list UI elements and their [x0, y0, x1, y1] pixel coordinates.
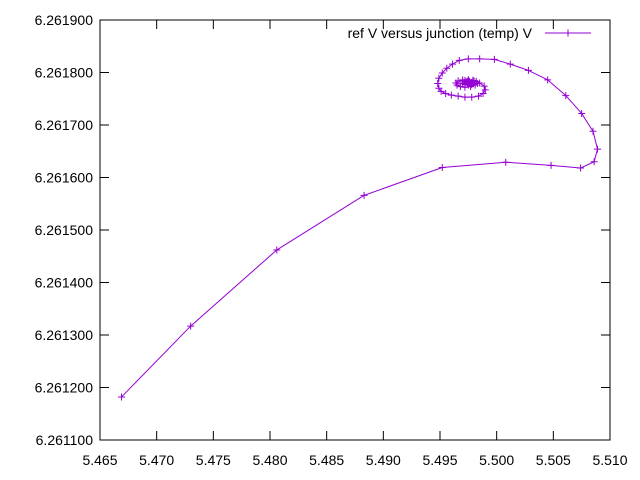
axis-ticks	[99, 19, 611, 441]
data-point	[464, 55, 472, 63]
series-layer	[118, 55, 602, 401]
data-point	[468, 93, 476, 101]
data-point	[547, 161, 555, 169]
data-point	[544, 76, 552, 84]
data-point	[443, 64, 451, 72]
x-tick-label: 5.480	[252, 452, 287, 468]
series-line	[121, 58, 599, 398]
data-point	[479, 90, 487, 97]
x-tick-label: 5.470	[139, 452, 174, 468]
data-point	[454, 92, 462, 100]
plot-frame	[99, 19, 611, 441]
data-point	[437, 87, 445, 95]
y-tick-label: 6.261300	[35, 327, 94, 343]
data-point	[506, 60, 514, 68]
x-tick-label: 5.505	[536, 452, 571, 468]
data-point	[434, 80, 442, 88]
data-point	[594, 145, 602, 153]
data-point	[438, 164, 446, 172]
x-tick-label: 5.495	[422, 452, 457, 468]
data-point	[360, 191, 368, 199]
y-tick-label: 6.261200	[35, 380, 94, 396]
data-point	[476, 55, 484, 63]
data-point	[490, 55, 498, 63]
x-tick-label: 5.465	[82, 452, 117, 468]
data-point	[475, 92, 483, 100]
x-tick-label: 5.485	[309, 452, 344, 468]
data-point	[524, 66, 532, 74]
data-point	[562, 92, 570, 100]
data-point	[455, 56, 463, 64]
legend-label: ref V versus junction (temp) V	[348, 25, 533, 41]
data-point	[118, 393, 126, 401]
y-tick-label: 6.261600	[35, 170, 94, 186]
data-point	[438, 69, 446, 77]
data-point	[453, 81, 461, 89]
data-point	[435, 74, 443, 82]
x-tick-label: 5.490	[366, 452, 401, 468]
data-point	[480, 82, 488, 90]
y-tick-label: 6.261700	[35, 117, 94, 133]
data-point	[461, 93, 469, 101]
x-tick-label: 5.500	[479, 452, 514, 468]
legend: ref V versus junction (temp) V	[348, 25, 591, 41]
data-point	[447, 91, 455, 99]
data-point	[502, 158, 510, 166]
x-tick-label: 5.475	[196, 452, 231, 468]
data-point	[481, 86, 489, 94]
data-point	[462, 78, 470, 86]
data-point	[442, 90, 450, 97]
y-tick-label: 6.261100	[36, 432, 94, 448]
y-tick-label: 6.261800	[35, 65, 94, 81]
data-point	[273, 246, 281, 254]
y-tick-label: 6.261400	[35, 275, 94, 291]
data-point	[590, 158, 598, 166]
y-tick-label: 6.261500	[35, 222, 94, 238]
data-point	[578, 109, 586, 117]
data-point	[589, 127, 597, 135]
legend-marker	[564, 29, 572, 37]
data-point	[577, 164, 585, 172]
y-tick-labels: 6.261100 6.261200 6.261300 6.261400 6.261500…	[35, 12, 94, 448]
data-point	[448, 60, 456, 68]
y-tick-label: 6.261900	[35, 12, 94, 28]
data-point	[187, 322, 195, 330]
x-tick-labels: 5.465 5.470 5.475 5.480 5.485 5.490 5.495 5.500…	[82, 452, 627, 468]
x-tick-label: 5.510	[592, 452, 627, 468]
data-point	[467, 79, 475, 87]
